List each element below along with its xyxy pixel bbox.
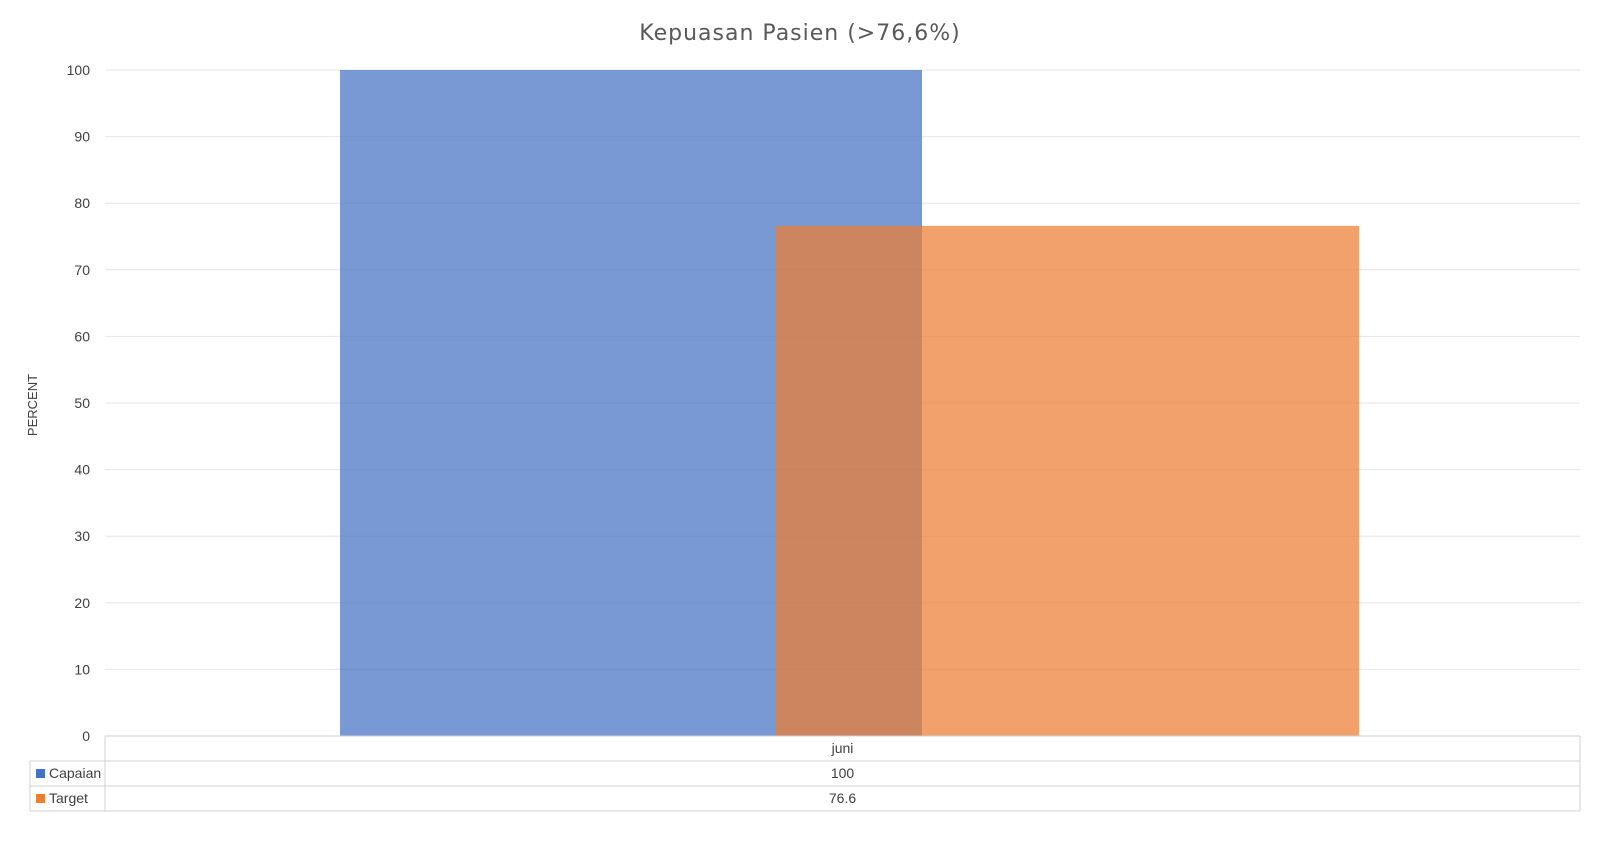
y-tick-label: 90 — [74, 129, 90, 145]
bar-target — [776, 225, 1359, 736]
y-tick-label: 30 — [74, 528, 90, 544]
y-tick-label: 50 — [74, 395, 90, 411]
legend-label-target: Target — [49, 790, 88, 806]
y-tick-label: 20 — [74, 595, 90, 611]
legend-label-capaian: Capaian — [49, 765, 101, 781]
y-tick-label: 70 — [74, 262, 90, 278]
data-table: juni Capaian 100 Target 76.6 — [29, 735, 1581, 812]
y-tick-label: 80 — [74, 195, 90, 211]
y-tick-label: 60 — [74, 328, 90, 344]
data-label-target: 76.6 — [829, 790, 856, 806]
y-tick-label: 0 — [82, 728, 90, 744]
y-axis-ticks: 0 10 20 30 40 50 60 70 80 90 100 — [67, 62, 91, 744]
y-axis-label: PERCENT — [25, 374, 40, 436]
y-tick-label: 100 — [67, 62, 91, 78]
legend-swatch-target — [36, 794, 45, 803]
y-tick-label: 10 — [74, 661, 90, 677]
bars — [340, 70, 1359, 736]
data-label-capaian: 100 — [831, 765, 855, 781]
legend-swatch-capaian — [36, 769, 45, 778]
chart-title: Kepuasan Pasien (>76,6%) — [639, 21, 960, 46]
y-tick-label: 40 — [74, 462, 90, 478]
x-tick-label: juni — [831, 740, 854, 756]
